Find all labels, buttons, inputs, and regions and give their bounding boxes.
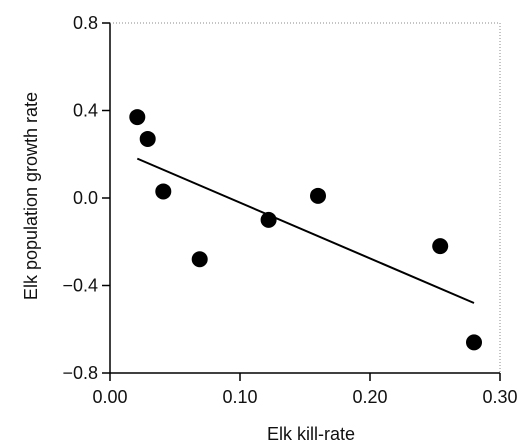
y-tick-label: −0.8 [62, 363, 98, 383]
data-point [432, 238, 449, 255]
fit-line [136, 157, 475, 304]
plot-frame [109, 22, 501, 374]
data-point [129, 109, 146, 126]
data-point [191, 251, 208, 268]
y-tick-label: 0.8 [73, 13, 98, 33]
data-points [129, 109, 482, 351]
data-point [139, 130, 156, 147]
x-axis-label: Elk kill-rate [267, 424, 355, 444]
data-point [310, 187, 326, 204]
y-tick-label: 0.4 [73, 101, 98, 121]
data-point [260, 211, 277, 228]
y-axis-label: Elk population growth rate [21, 92, 41, 300]
x-tick-label: 0.20 [352, 387, 387, 407]
x-tick-label: 0.10 [222, 387, 257, 407]
axis-ticks: 0.00 0.10 0.20 0.30 −0.8 −0.4 0.0 0.4 0.8 [62, 13, 517, 407]
data-point [466, 334, 482, 351]
data-point [155, 183, 172, 200]
y-tick-label: −0.4 [62, 276, 98, 296]
regression-line [136, 157, 475, 304]
x-tick-label: 0.00 [92, 387, 127, 407]
x-tick-label: 0.30 [482, 387, 517, 407]
y-tick-label: 0.0 [73, 188, 98, 208]
